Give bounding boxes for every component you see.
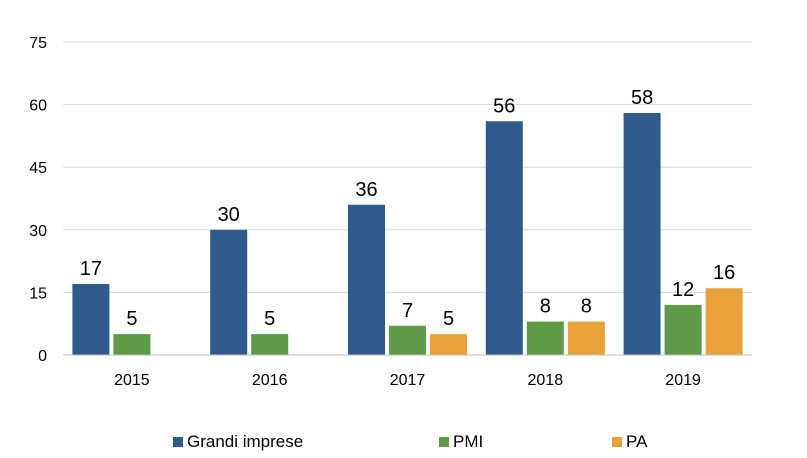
x-tick-label: 2017 [390,372,426,389]
data-label: 5 [264,308,275,330]
data-label: 16 [713,262,735,284]
legend-label: PA [626,432,648,451]
y-tick-label: 30 [29,223,47,240]
data-label: 8 [581,296,592,318]
x-tick-label: 2015 [114,372,150,389]
x-tick-label: 2016 [252,372,288,389]
legend-swatch [173,437,183,447]
data-label: 17 [80,258,102,280]
data-label: 56 [493,95,515,117]
y-tick-label: 60 [29,98,47,115]
bars [72,112,743,356]
data-labels: 17 5 30 5 36 7 5 56 8 8 58 12 16 [80,87,735,330]
bar [113,334,151,355]
data-label: 5 [126,308,137,330]
legend-swatch [439,437,449,447]
y-tick-label: 15 [29,285,47,302]
data-label: 8 [540,296,551,318]
x-axis-ticks: 2015 2016 2017 2018 2019 [114,372,701,389]
x-tick-label: 2018 [528,372,564,389]
bar [348,204,385,355]
data-label: 30 [218,204,240,226]
bar [210,229,248,355]
legend-label: Grandi imprese [187,432,303,451]
data-label: 7 [402,300,413,322]
data-label: 5 [443,308,454,330]
bar [567,321,605,355]
bar [664,304,702,355]
bar [623,112,661,356]
y-tick-label: 0 [38,348,47,365]
bar [389,325,426,355]
data-label: 58 [631,87,653,109]
bar [251,334,289,355]
bar [72,284,110,355]
y-tick-label: 45 [29,160,47,177]
legend-label: PMI [453,432,483,451]
legend-swatch [612,437,622,447]
y-tick-label: 75 [29,35,47,52]
bar [430,334,467,355]
bar [485,121,523,355]
x-tick-label: 2019 [665,372,701,389]
bar [526,321,564,355]
data-label: 36 [355,179,377,201]
legend: Grandi imprese PMI PA [173,432,648,451]
bar [705,288,743,355]
y-axis-ticks: 0 15 30 45 60 75 [29,35,47,365]
data-label: 12 [672,279,694,301]
